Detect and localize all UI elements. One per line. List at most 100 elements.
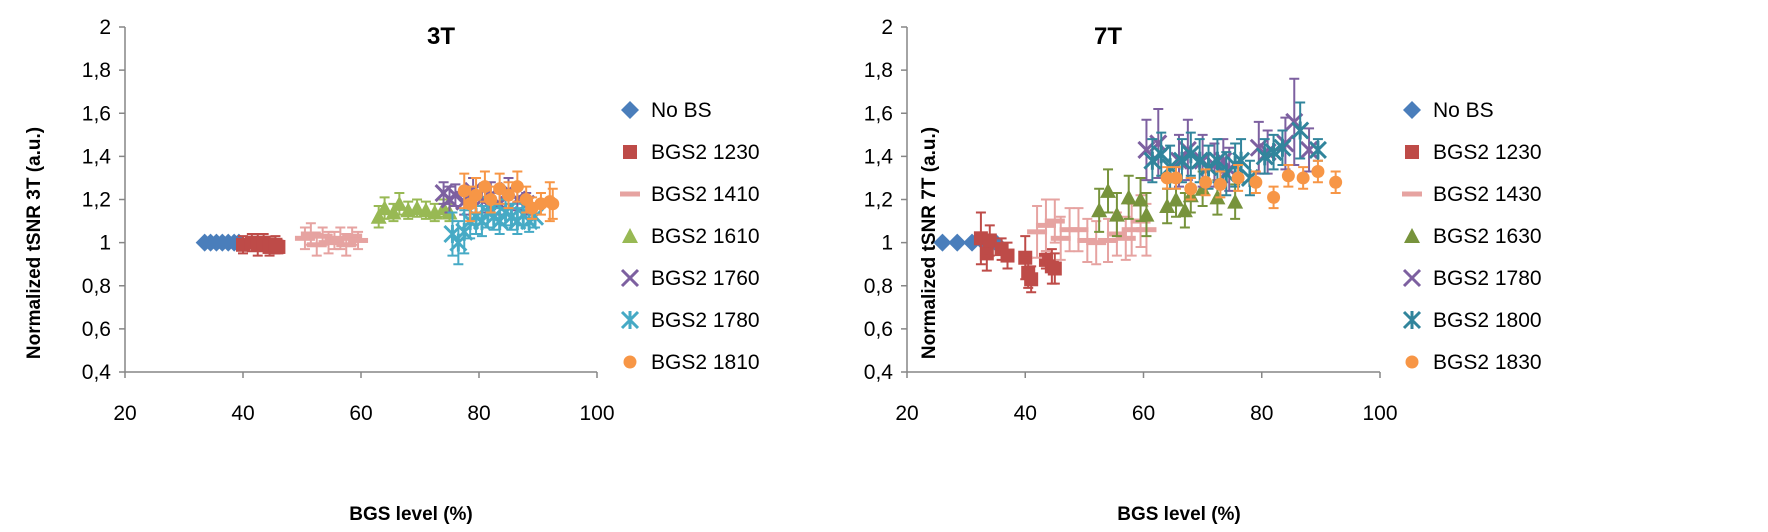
data-point	[1296, 171, 1310, 185]
legend-marker	[620, 268, 640, 288]
data-point	[1190, 151, 1209, 170]
x-tick-label: 100	[1362, 402, 1397, 425]
legend-label: BGS2 1230	[651, 141, 760, 164]
data-point	[342, 233, 363, 239]
data-point	[1138, 206, 1155, 222]
y-tick-label: 0,6	[864, 318, 893, 341]
data-point	[1024, 272, 1039, 287]
series-bgs2-1830	[1160, 159, 1343, 210]
legend-label: BGS2 1410	[651, 183, 760, 206]
legend-label: BGS2 1800	[1433, 309, 1542, 332]
data-point	[426, 204, 443, 220]
data-point	[1035, 222, 1056, 228]
legend-marker	[622, 228, 638, 243]
series-bgs2-1410	[294, 222, 369, 257]
y-tick-label: 0,4	[864, 361, 894, 384]
legend-item: No BS	[1403, 99, 1494, 122]
legend-marker	[1402, 191, 1422, 197]
legend-item: BGS2 1630	[1404, 225, 1542, 248]
y-axis-title-3t: Normalized tSNR 3T (a.u.)	[24, 127, 45, 359]
legend-item: BGS2 1800	[1402, 309, 1542, 332]
legend-item: BGS2 1810	[623, 351, 760, 374]
legend-marker	[621, 101, 639, 119]
legend-label: BGS2 1630	[1433, 225, 1542, 248]
data-point	[385, 204, 402, 220]
data-point	[348, 237, 369, 243]
data-point	[1199, 158, 1218, 177]
data-point	[469, 188, 483, 202]
legend-label: No BS	[651, 99, 712, 122]
chart-7t: 7T BGS level (%) Normalized tSNR 7T (a.u…	[864, 16, 1542, 525]
legend-item: BGS2 1430	[1402, 183, 1542, 206]
axes-3t: 0,4 0,6 0,8 1 1,2 1,4 1,6 1,8 2 20 40 60 80 100	[82, 16, 615, 425]
data-point	[1176, 202, 1193, 218]
x-tick-label: 80	[467, 402, 490, 425]
data-point	[1168, 191, 1185, 207]
legend-marker	[620, 310, 640, 330]
data-point	[1291, 121, 1310, 140]
data-point	[1308, 140, 1327, 159]
legend-item: BGS2 1830	[1405, 351, 1542, 374]
legend-label: BGS2 1760	[651, 267, 760, 290]
chart-3t: 3T BGS level (%) Normalized tSNR 3T (a.u…	[24, 16, 760, 525]
legend-item: BGS2 1760	[620, 267, 760, 290]
data-point	[1213, 177, 1227, 191]
y-tick-label: 1,6	[82, 102, 111, 125]
data-point	[1199, 175, 1213, 189]
data-point	[1121, 227, 1142, 233]
x-tick-label: 100	[579, 402, 614, 425]
y-tick-label: 1,8	[864, 59, 893, 82]
legend-label: BGS2 1230	[1433, 141, 1542, 164]
legend-label: BGS2 1780	[1433, 267, 1542, 290]
y-tick-label: 1,2	[82, 189, 111, 212]
legend-label: BGS2 1610	[651, 225, 760, 248]
legend-marker	[623, 355, 637, 369]
data-point	[979, 246, 994, 261]
data-point	[1132, 191, 1149, 207]
legend-item: BGS2 1410	[620, 183, 760, 206]
data-point	[948, 233, 967, 252]
data-point	[1264, 143, 1283, 162]
data-point	[1172, 151, 1191, 170]
data-point	[1100, 182, 1117, 198]
x-tick-label: 20	[895, 402, 918, 425]
data-point	[1050, 235, 1071, 241]
data-point	[1311, 164, 1325, 178]
y-tick-label: 1,4	[82, 145, 112, 168]
y-tick-label: 2	[99, 16, 111, 39]
data-point	[1227, 193, 1244, 209]
data-point	[1098, 237, 1119, 243]
data-point	[1267, 190, 1281, 204]
legend-marker	[1402, 268, 1422, 288]
x-axis-title-3t: BGS level (%)	[349, 504, 473, 525]
y-tick-label: 1,8	[82, 59, 111, 82]
data-point	[1159, 197, 1176, 213]
legend-marker	[1404, 228, 1420, 243]
data-point	[1281, 169, 1295, 183]
data-point	[1086, 240, 1107, 246]
legend-item: BGS2 1780	[1402, 267, 1542, 290]
data-point	[1249, 175, 1263, 189]
data-point	[330, 235, 351, 241]
data-point	[306, 242, 327, 248]
data-point	[1231, 151, 1251, 170]
data-point	[1231, 171, 1245, 185]
data-point	[546, 197, 560, 211]
data-point	[982, 233, 997, 248]
legend-marker	[620, 191, 640, 197]
data-point	[502, 188, 515, 202]
data-point	[510, 180, 524, 194]
legend-3t: No BS BGS2 1230 BGS2 1410 BGS2 1610 BGS2 176…	[620, 99, 760, 374]
data-point	[271, 239, 286, 254]
legend-marker	[623, 145, 637, 159]
data-point	[1169, 171, 1183, 185]
data-point	[409, 200, 426, 216]
y-tick-label: 0,6	[82, 318, 111, 341]
data-point	[1044, 218, 1065, 224]
data-point	[1027, 229, 1048, 235]
data-point	[336, 242, 357, 248]
x-tick-label: 40	[1014, 402, 1037, 425]
y-tick-label: 0,8	[82, 275, 111, 298]
y-tick-label: 1,2	[864, 189, 893, 212]
data-point	[484, 193, 498, 206]
